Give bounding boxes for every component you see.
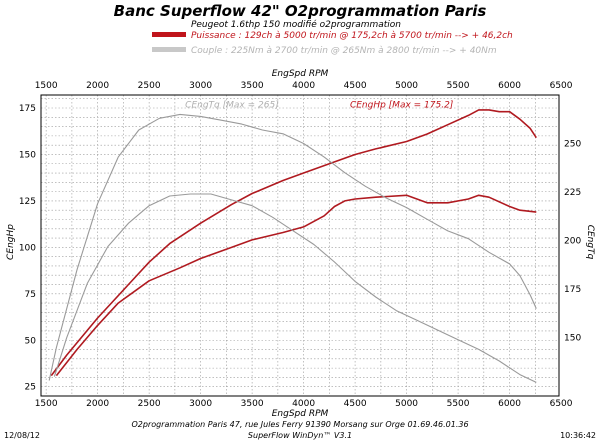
x-tick-label-bottom: 5000 [395, 399, 418, 409]
annotation-power-max: CEngHp [Max = 175.2] [350, 100, 454, 110]
y-axis-title-left: CEngHp [6, 224, 16, 260]
footer-address: O2programmation Paris 47, rue Jules Ferr… [131, 420, 468, 429]
footer-time: 10:36:42 [560, 431, 596, 440]
x-tick-label-top: 5000 [395, 81, 418, 91]
legend-swatch-torque [152, 47, 186, 52]
power-series-line-1 [55, 194, 537, 377]
x-tick-label-bottom: 2000 [86, 399, 109, 409]
x-tick-label-top: 6500 [550, 81, 573, 91]
x-tick-label-top: 4500 [344, 81, 367, 91]
y-axis-title-right: CEngTq [585, 225, 595, 260]
power-series-line-0 [50, 109, 537, 377]
x-tick-label-bottom: 6000 [498, 399, 521, 409]
x-tick-label-top: 3000 [189, 81, 212, 91]
torque-series-line-3 [53, 193, 537, 383]
chart-title: Banc Superflow 42" O2programmation Paris [114, 2, 487, 20]
legend-label-power: Puissance : 129ch à 5000 tr/min @ 175,2c… [191, 31, 513, 41]
annotations: CEngHp [Max = 175.2] CEngTq [Max = 265] [185, 100, 454, 110]
data-series [48, 109, 537, 383]
x-tick-label-top: 4000 [292, 81, 315, 91]
x-tick-label-bottom: 4000 [292, 399, 315, 409]
footer-date: 12/08/12 [4, 431, 40, 440]
y-tick-label-left: 75 [25, 290, 36, 300]
x-tick-label-top: 6000 [498, 81, 521, 91]
y-tick-label-left: 25 [25, 383, 36, 393]
y-tick-label-right: 200 [564, 237, 581, 247]
y-tick-label-left: 125 [19, 197, 36, 207]
x-tick-label-top: 3500 [241, 81, 264, 91]
footer-software: SuperFlow WinDyn™ V3.1 [248, 431, 352, 440]
x-tick-label-bottom: 3500 [241, 399, 264, 409]
axis-ticks: 1500 1500 2000 2000 2500 2500 3000 3000 3500 3500… [19, 81, 582, 409]
y-tick-label-left: 150 [19, 150, 36, 160]
y-tick-label-right: 250 [564, 140, 581, 150]
y-tick-label-left: 175 [19, 104, 36, 114]
y-tick-label-left: 100 [19, 243, 36, 253]
x-axis-title-bottom: EngSpd RPM [272, 409, 329, 419]
y-tick-label-right: 225 [564, 188, 581, 198]
x-tick-label-top: 5500 [447, 81, 470, 91]
chart-subtitle: Peugeot 1.6thp 150 modifié o2programmati… [191, 19, 401, 30]
x-tick-label-bottom: 6500 [550, 399, 573, 409]
legend-swatch-power [152, 32, 186, 37]
x-tick-label-bottom: 5500 [447, 399, 470, 409]
torque-series-line-2 [48, 113, 537, 381]
x-axis-title-top: EngSpd RPM [272, 69, 329, 79]
legend-label-torque: Couple : 225Nm à 2700 tr/min @ 265Nm à 2… [191, 46, 497, 56]
annotation-torque-max: CEngTq [Max = 265] [185, 100, 279, 110]
plot-frame [40, 94, 560, 397]
x-tick-label-bottom: 2500 [138, 399, 161, 409]
x-tick-label-bottom: 3000 [189, 399, 212, 409]
x-tick-label-bottom: 1500 [35, 399, 58, 409]
y-tick-label-right: 150 [564, 334, 581, 344]
x-tick-label-bottom: 4500 [344, 399, 367, 409]
y-tick-label-right: 175 [564, 285, 581, 295]
y-tick-label-left: 50 [25, 336, 37, 346]
x-tick-label-top: 1500 [35, 81, 58, 91]
grid-lines [41, 95, 559, 396]
x-tick-label-top: 2500 [138, 81, 161, 91]
x-tick-label-top: 2000 [86, 81, 109, 91]
